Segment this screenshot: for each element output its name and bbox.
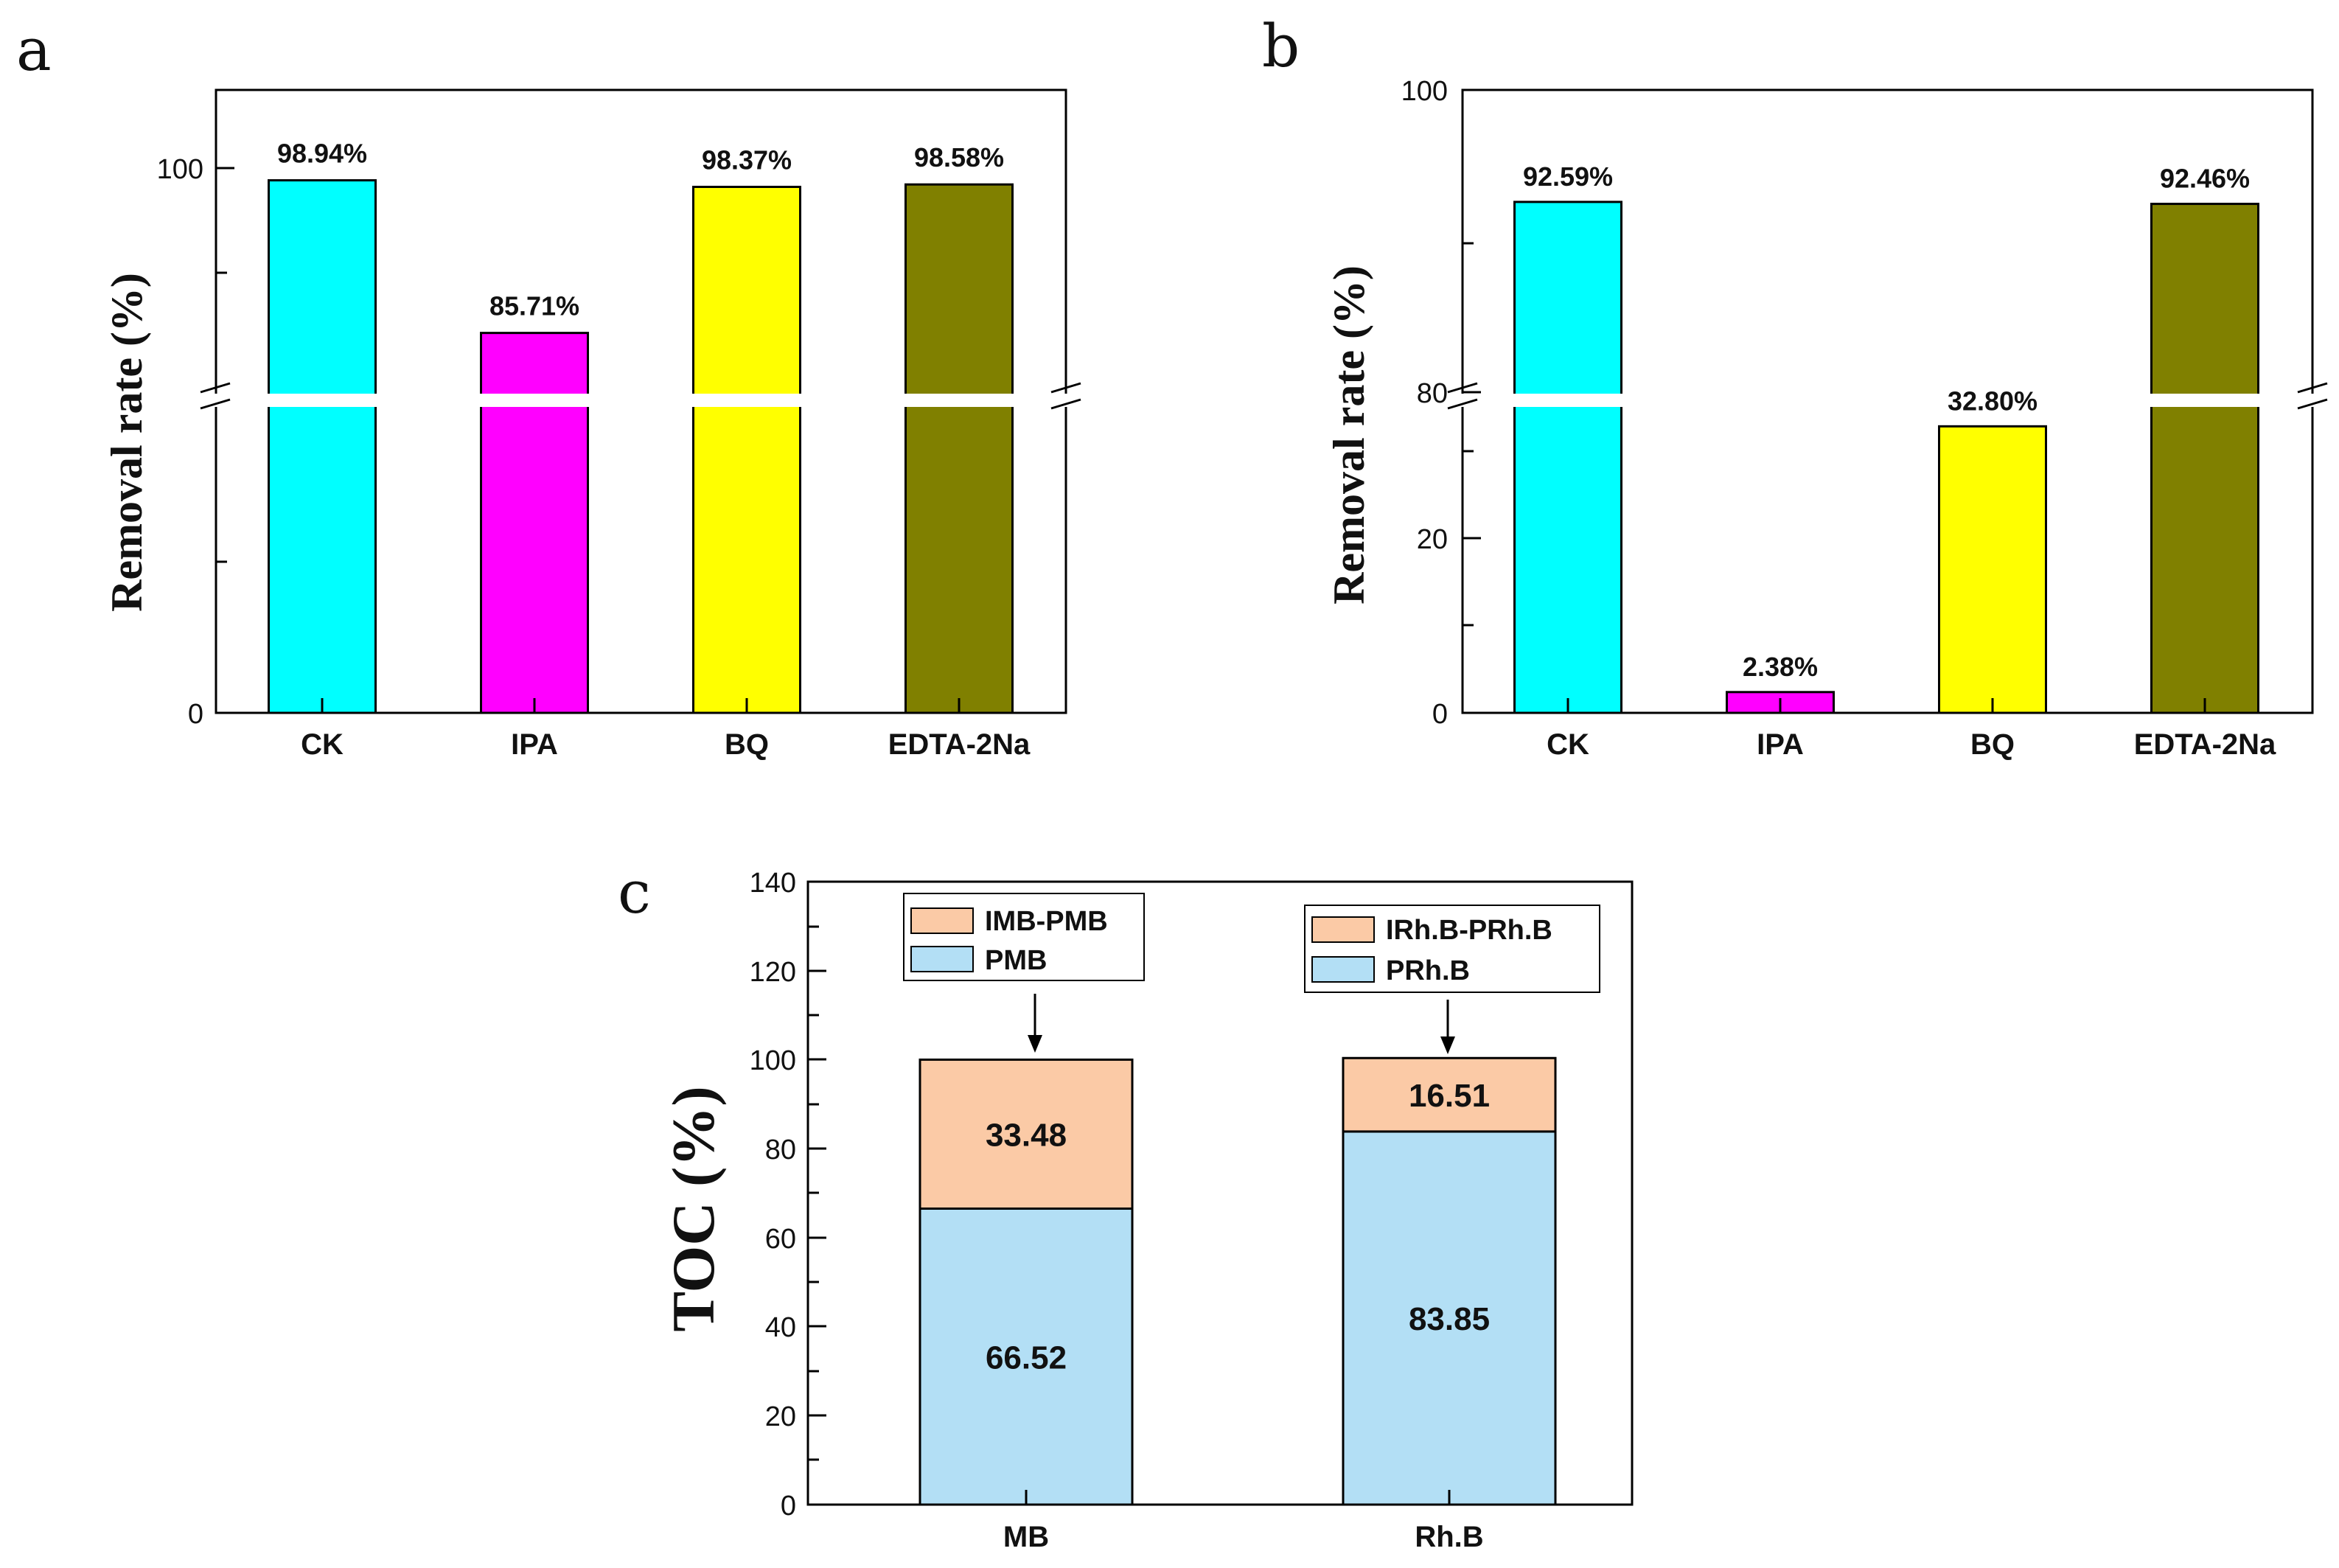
panel-c-label-rhb-top: 16.51: [1409, 1078, 1490, 1114]
panel-b-label-ipa: 2.38%: [1743, 652, 1818, 682]
panel-c-arrow-rhb: [1440, 1000, 1455, 1054]
panel-b-xlabel-ck: CK: [1547, 728, 1589, 761]
panel-c-xticks: [1025, 1490, 1451, 1505]
panel-b-bar-bq: [1938, 425, 2047, 714]
panel-c-ytick-100: 100: [750, 1045, 796, 1076]
panel-c-ytick-0: 0: [781, 1491, 796, 1522]
panel-c-yticks: 140 120 100 80 60 40 20 0: [750, 868, 826, 1522]
panel-a: a 100 0: [16, 15, 1084, 761]
panel-c-ylabel: TOC (%): [660, 1086, 727, 1331]
legend-swatch-prhb: [1311, 956, 1375, 983]
panel-c-ytick-80: 80: [765, 1135, 796, 1165]
panel-c-ytick-120: 120: [750, 957, 796, 988]
panel-a-xlabel-ck: CK: [301, 728, 344, 761]
panel-b-label-ck: 92.59%: [1523, 161, 1613, 192]
panel-a-label-edta: 98.58%: [914, 142, 1004, 173]
panel-c-ytick-140: 140: [750, 868, 796, 899]
panel-a-bar-ck: [268, 179, 377, 714]
panel-c-arrow-mb: [1028, 994, 1042, 1053]
panel-c-legend-rhb: IRh.B-PRh.B PRh.B: [1304, 905, 1600, 993]
panel-c-xlabel-rhb: Rh.B: [1415, 1521, 1483, 1553]
legend-label-pmb: PMB: [985, 945, 1047, 976]
panel-b-bar-edta: [2150, 203, 2259, 714]
legend-swatch-pmb: [910, 946, 974, 972]
legend-swatch-irhb-prhb: [1311, 916, 1375, 943]
panel-c-bar-mb-top: [918, 1058, 1134, 1210]
panel-a-xlabel-ipa: IPA: [511, 728, 558, 761]
panel-a-label-ipa: 85.71%: [489, 291, 579, 321]
legend-swatch-imb-pmb: [910, 907, 974, 934]
panel-c-letter: c: [618, 858, 651, 927]
panel-b-xlabel-ipa: IPA: [1757, 728, 1804, 761]
panel-b-ylabel: Removal rate (%): [1325, 265, 1373, 604]
panel-b-ytick-80: 80: [1417, 378, 1448, 409]
panel-a-xticks: [321, 698, 961, 713]
panel-c-label-mb-bottom: 66.52: [986, 1339, 1067, 1376]
panel-b-xticks: [1566, 698, 2206, 713]
panel-b-label-bq: 32.80%: [1948, 386, 2038, 416]
panel-b-xlabel-bq: BQ: [1970, 728, 2015, 761]
panel-a-bar-ipa: [480, 332, 589, 714]
panel-b-letter: b: [1262, 12, 1300, 80]
panel-a-bar-bq: [692, 186, 801, 714]
panel-a-ytick-0: 0: [188, 699, 203, 730]
panel-a-label-bq: 98.37%: [702, 145, 792, 175]
panel-a-xlabel-edta: EDTA-2Na: [888, 728, 1031, 761]
panel-b-ytick-20: 20: [1417, 524, 1448, 555]
panel-c: c 66.52 33.48 83.85 16.51 140: [618, 858, 1634, 1553]
panel-b-bar-ck: [1513, 201, 1622, 714]
legend-label-prhb: PRh.B: [1386, 955, 1470, 986]
panel-b-ytick-0: 0: [1432, 699, 1448, 730]
panel-c-label-mb-top: 33.48: [986, 1117, 1067, 1153]
panel-c-label-rhb-bottom: 83.85: [1409, 1301, 1490, 1337]
panel-c-xlabel-mb: MB: [1003, 1521, 1049, 1553]
panel-c-ytick-20: 20: [765, 1401, 796, 1432]
panel-c-legend-mb: IMB-PMB PMB: [903, 893, 1145, 981]
panel-a-axis-break: [199, 382, 1084, 410]
panel-a-label-ck: 98.94%: [277, 139, 367, 169]
panel-b-ytick-100: 100: [1401, 76, 1448, 107]
panel-b-axis-break: [1446, 382, 2331, 410]
panel-c-bar-rhb-top: [1342, 1056, 1557, 1133]
panel-a-letter: a: [16, 15, 52, 84]
panel-b-xlabel-edta: EDTA-2Na: [2134, 728, 2276, 761]
panel-b: b 100 80 20 0: [1262, 12, 2331, 761]
panel-c-ytick-40: 40: [765, 1312, 796, 1343]
legend-label-irhb-prhb: IRh.B-PRh.B: [1386, 915, 1552, 946]
panel-a-bar-edta: [904, 183, 1014, 714]
panel-a-xlabel-bq: BQ: [725, 728, 769, 761]
panel-a-yticks: 100 0: [157, 154, 234, 730]
legend-label-imb-pmb: IMB-PMB: [985, 906, 1108, 937]
panel-c-ytick-60: 60: [765, 1224, 796, 1255]
panel-b-yticks: 100 80 20 0: [1401, 76, 1481, 730]
panel-c-bar-mb-bottom: [918, 1208, 1134, 1506]
panel-a-ylabel: Removal rate (%): [102, 273, 151, 612]
panel-b-label-edta: 92.46%: [2160, 164, 2250, 194]
panel-a-ytick-100: 100: [157, 154, 203, 185]
